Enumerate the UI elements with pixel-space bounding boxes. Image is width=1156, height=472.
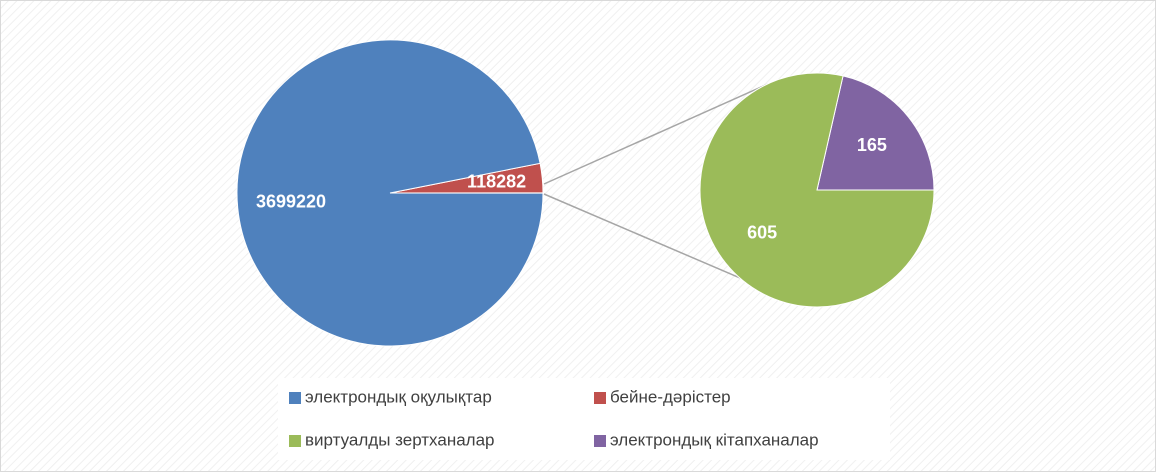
legend-label: бейне-дәрістер xyxy=(610,387,731,406)
data-label: 118282 xyxy=(467,171,526,191)
connector-line xyxy=(543,83,769,185)
connector-line xyxy=(543,193,769,291)
legend-label: электрондық оқулықтар xyxy=(305,387,492,406)
legend-swatch xyxy=(594,392,606,404)
data-label: 165 xyxy=(857,135,887,155)
pie-slice xyxy=(699,72,935,308)
data-label: 605 xyxy=(747,223,777,243)
pie-slice xyxy=(816,75,935,191)
data-label: 3699220 xyxy=(256,191,326,211)
pie-slice xyxy=(236,39,544,347)
legend-label: виртуалды зертханалар xyxy=(305,430,495,449)
legend-swatch xyxy=(289,435,301,447)
legend-swatch xyxy=(594,435,606,447)
legend-label: электрондық кітапханалар xyxy=(610,430,819,449)
legend-swatch xyxy=(289,392,301,404)
legend-box xyxy=(278,378,890,460)
